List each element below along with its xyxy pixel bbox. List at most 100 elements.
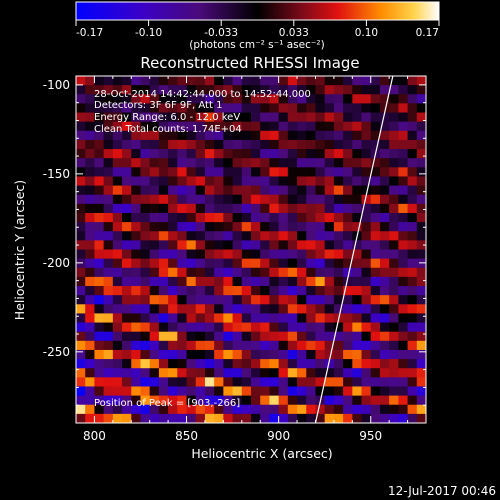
- heatmap-cell: [343, 203, 353, 214]
- heatmap-cell: [241, 185, 252, 196]
- heatmap-cell: [177, 112, 187, 123]
- heatmap-cell: [370, 76, 381, 86]
- heatmap-cell: [269, 368, 280, 378]
- heatmap-cell: [149, 222, 160, 232]
- heatmap-cell: [76, 149, 86, 159]
- heatmap-cell: [204, 368, 215, 378]
- heatmap-cell: [214, 295, 224, 305]
- heatmap-cell: [379, 286, 390, 296]
- heatmap-cell: [241, 349, 252, 360]
- heatmap-cell: [389, 267, 399, 278]
- heatmap-cell: [260, 176, 270, 186]
- heatmap-cell: [186, 103, 197, 113]
- heatmap-cell: [94, 158, 105, 168]
- heatmap-cell: [398, 322, 408, 333]
- heatmap-cell: [297, 267, 307, 278]
- y-tick-label: -250: [43, 345, 70, 359]
- heatmap-cell: [269, 340, 280, 351]
- heatmap-cell: [297, 194, 307, 205]
- heatmap-cell: [103, 231, 114, 241]
- heatmap-cell: [416, 222, 426, 232]
- heatmap-cell: [260, 377, 270, 387]
- heatmap-cell: [260, 103, 270, 113]
- heatmap-cell: [416, 185, 426, 196]
- heatmap-cell: [158, 176, 169, 186]
- heatmap-cell: [324, 121, 335, 132]
- heatmap-cell: [324, 167, 335, 177]
- heatmap-cell: [389, 185, 399, 196]
- heatmap-cell: [260, 413, 270, 423]
- heatmap-cell: [94, 368, 105, 378]
- heatmap-cell: [241, 130, 252, 141]
- heatmap-cell: [177, 194, 187, 205]
- heatmap-cell: [112, 295, 123, 305]
- heatmap-cell: [223, 349, 233, 360]
- heatmap-cell: [269, 267, 280, 278]
- heatmap-cell: [177, 158, 187, 168]
- heatmap-cell: [260, 313, 270, 323]
- heatmap-cell: [352, 149, 362, 159]
- heatmap-cell: [352, 340, 362, 351]
- heatmap-cell: [287, 386, 298, 396]
- heatmap-cell: [333, 222, 344, 232]
- heatmap-cell: [94, 267, 105, 278]
- heatmap-cell: [177, 212, 187, 223]
- heatmap-cell: [232, 85, 243, 95]
- heatmap-cell: [103, 359, 114, 369]
- heatmap-cell: [223, 377, 233, 387]
- heatmap-cell: [103, 322, 114, 333]
- heatmap-cell: [333, 76, 344, 86]
- heatmap-cell: [103, 295, 114, 305]
- heatmap-cell: [251, 85, 261, 95]
- heatmap-cell: [251, 158, 261, 168]
- heatmap-cell: [407, 368, 418, 378]
- heatmap-cell: [416, 313, 426, 323]
- heatmap-cell: [269, 286, 280, 296]
- heatmap-cell: [278, 194, 289, 205]
- heatmap-cell: [370, 85, 381, 95]
- heatmap-cell: [149, 340, 160, 351]
- heatmap-cell: [223, 331, 233, 342]
- heatmap-cell: [379, 76, 390, 86]
- heatmap-cell: [76, 240, 86, 250]
- heatmap-cell: [306, 331, 316, 342]
- heatmap-cell: [287, 304, 298, 314]
- heatmap-cell: [333, 176, 344, 186]
- heatmap-cell: [168, 112, 178, 123]
- heatmap-cell: [333, 130, 344, 141]
- heatmap-cell: [131, 85, 141, 95]
- heatmap-cell: [85, 231, 95, 241]
- heatmap-cell: [112, 149, 123, 159]
- heatmap-cell: [416, 212, 426, 223]
- heatmap-cell: [195, 121, 206, 132]
- heatmap-cell: [287, 176, 298, 186]
- heatmap-cell: [306, 240, 316, 250]
- heatmap-cell: [269, 377, 280, 387]
- heatmap-cell: [131, 185, 141, 196]
- heatmap-cell: [131, 313, 141, 323]
- heatmap-cell: [195, 158, 206, 168]
- heatmap-cell: [306, 203, 316, 214]
- heatmap-cell: [389, 130, 399, 141]
- heatmap-cell: [177, 267, 187, 278]
- heatmap-cell: [343, 258, 353, 269]
- heatmap-cell: [186, 286, 197, 296]
- heatmap-cell: [407, 130, 418, 141]
- heatmap-cell: [278, 112, 289, 123]
- heatmap-cell: [389, 203, 399, 214]
- heatmap-cell: [260, 386, 270, 396]
- heatmap-cell: [204, 295, 215, 305]
- heatmap-cell: [352, 349, 362, 360]
- heatmap-cell: [407, 85, 418, 95]
- heatmap-cell: [379, 267, 390, 278]
- heatmap-cell: [379, 349, 390, 360]
- heatmap-cell: [287, 313, 298, 323]
- heatmap-cell: [103, 258, 114, 269]
- heatmap-cell: [416, 331, 426, 342]
- heatmap-cell: [278, 158, 289, 168]
- heatmap-cell: [232, 212, 243, 223]
- heatmap-cell: [324, 222, 335, 232]
- heatmap-cell: [370, 139, 381, 150]
- heatmap-cell: [315, 286, 326, 296]
- heatmap-cell: [232, 76, 243, 86]
